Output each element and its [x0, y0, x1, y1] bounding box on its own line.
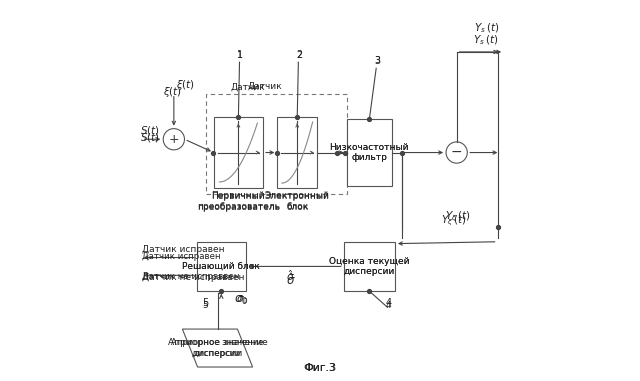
Text: Датчик не исправвен: Датчик не исправвен: [141, 272, 239, 281]
Text: −: −: [451, 144, 463, 158]
Text: $\sigma_0$: $\sigma_0$: [236, 295, 248, 306]
Text: Датчик исправен: Датчик исправен: [141, 252, 220, 261]
Text: 1: 1: [237, 50, 243, 59]
Text: Первичный
преобразователь: Первичный преобразователь: [197, 192, 280, 211]
Polygon shape: [182, 329, 253, 367]
Text: $\xi(t)$: $\xi(t)$: [163, 85, 182, 99]
Text: Датчик не исправвен: Датчик не исправвен: [141, 273, 244, 282]
Text: 5: 5: [202, 301, 208, 310]
Text: $S(t)$: $S(t)$: [140, 131, 159, 144]
Text: Оценка текущей
дисперсии: Оценка текущей дисперсии: [329, 257, 410, 276]
Text: 1: 1: [237, 51, 243, 59]
Text: Низкочастотный
фильтр: Низкочастотный фильтр: [330, 143, 409, 162]
FancyBboxPatch shape: [277, 117, 317, 188]
Text: $\hat{\sigma}$: $\hat{\sigma}$: [286, 272, 296, 288]
Text: Решающий блок: Решающий блок: [182, 262, 260, 271]
Text: $\hat{\sigma}$: $\hat{\sigma}$: [286, 268, 295, 283]
Text: Фиг.3: Фиг.3: [304, 363, 336, 373]
Text: Первичный
преобразователь: Первичный преобразователь: [197, 191, 280, 211]
Text: Априорное значение
дисперсии: Априорное значение дисперсии: [172, 338, 264, 358]
FancyBboxPatch shape: [347, 119, 392, 186]
Text: 3: 3: [374, 56, 380, 66]
Text: $S(t)$: $S(t)$: [140, 124, 159, 138]
Text: $Y_s\,(t)$: $Y_s\,(t)$: [473, 34, 499, 47]
Text: Датчик исправен: Датчик исправен: [141, 245, 224, 254]
FancyBboxPatch shape: [196, 242, 246, 291]
Text: $Y_{\xi}\,(t)$: $Y_{\xi}\,(t)$: [445, 209, 471, 224]
Text: $\sigma_0$: $\sigma_0$: [234, 294, 248, 307]
Text: Фиг.3: Фиг.3: [303, 363, 337, 373]
FancyBboxPatch shape: [214, 117, 263, 188]
Text: 2: 2: [296, 50, 302, 59]
Text: $Y_s\,(t)$: $Y_s\,(t)$: [474, 21, 499, 35]
Text: Низкочастотный
фильтр: Низкочастотный фильтр: [330, 143, 409, 162]
Text: Априорное значение
дисперсии: Априорное значение дисперсии: [168, 338, 268, 358]
Text: 5: 5: [202, 298, 209, 308]
Text: Электронный
блок: Электронный блок: [265, 192, 330, 211]
Text: 4: 4: [385, 301, 391, 310]
Text: Датчик: Датчик: [231, 83, 266, 92]
Text: Датчик: Датчик: [248, 82, 282, 91]
Text: Решающий блок: Решающий блок: [182, 262, 260, 271]
Text: 2: 2: [296, 51, 302, 59]
Text: Электронный
блок: Электронный блок: [265, 191, 330, 211]
FancyBboxPatch shape: [344, 242, 395, 291]
Text: $Y_{\xi}\,(t)$: $Y_{\xi}\,(t)$: [442, 214, 467, 229]
Text: $\xi(t)$: $\xi(t)$: [176, 78, 195, 92]
Text: Оценка текущей
дисперсии: Оценка текущей дисперсии: [329, 257, 410, 276]
Text: 3: 3: [374, 56, 380, 65]
Text: +: +: [168, 133, 179, 146]
Text: 4: 4: [385, 298, 392, 308]
